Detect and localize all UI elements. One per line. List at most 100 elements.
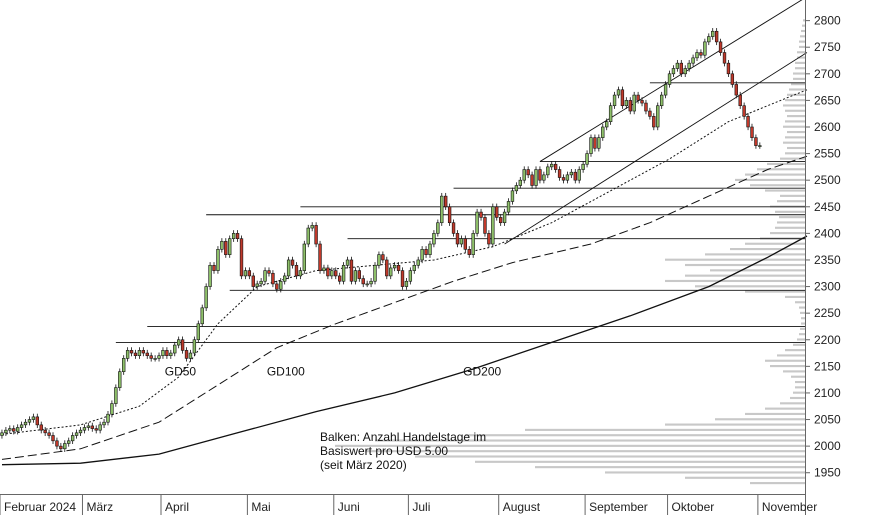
candle-up <box>432 233 436 245</box>
profile-bar <box>793 77 805 80</box>
candle-up <box>196 323 200 341</box>
candle-up <box>153 358 157 360</box>
candle-down <box>337 275 342 282</box>
candle-up <box>243 270 248 277</box>
candle-up <box>15 427 20 432</box>
candle-up <box>306 227 310 245</box>
candle-up <box>428 243 432 255</box>
ma-label-gd50: GD50 <box>165 365 197 379</box>
profile-bar <box>685 476 805 479</box>
y-tick-label: 2700 <box>814 67 841 81</box>
candle-down <box>326 267 330 277</box>
candle-up <box>471 233 475 255</box>
candle-down <box>738 94 742 107</box>
profile-bar <box>780 157 805 160</box>
candle-down <box>239 238 244 277</box>
candle-up <box>683 68 687 75</box>
profile-bar <box>757 168 805 171</box>
candle-down <box>424 249 428 255</box>
candle-up <box>671 68 676 75</box>
candle-up <box>416 259 420 266</box>
candle-up <box>286 259 291 277</box>
candle-up <box>695 52 699 59</box>
profile-bar <box>785 120 805 123</box>
candle-down <box>730 73 735 85</box>
candle-down <box>361 278 365 285</box>
axes: 1950 2000 2050 2100 2150 2200 2250 2300 2350 2400… <box>0 0 841 515</box>
candle-down <box>133 352 138 357</box>
candle-up <box>404 280 409 287</box>
x-tick-label: Juli <box>412 500 430 514</box>
candle-up <box>102 421 106 426</box>
profile-bar <box>801 29 805 33</box>
moving-averages <box>1 89 808 466</box>
profile-bar <box>795 61 805 64</box>
candle-up <box>624 100 629 107</box>
candle-up <box>169 352 173 357</box>
candle-up <box>616 89 621 96</box>
y-tick-label: 2150 <box>814 359 841 373</box>
candle-up <box>605 121 609 128</box>
candle-up <box>459 238 464 245</box>
candle-up <box>345 259 350 266</box>
candle-down <box>59 445 63 450</box>
candle-down <box>648 110 652 117</box>
y-tick-label: 2600 <box>814 120 841 134</box>
candle-down <box>43 429 47 434</box>
candle-up <box>436 222 440 234</box>
candle-up <box>310 225 314 229</box>
candle-up <box>98 424 102 431</box>
candle-up <box>4 429 8 434</box>
candle-down <box>463 238 468 250</box>
candle-down <box>487 233 491 245</box>
y-tick-label: 2800 <box>814 14 841 28</box>
candle-down <box>483 217 487 234</box>
y-tick-label: 2350 <box>814 253 841 267</box>
profile-bar <box>791 83 805 86</box>
candle-up <box>322 267 326 271</box>
profile-bar <box>730 248 805 251</box>
candle-up <box>283 275 287 282</box>
candle-down <box>451 222 456 234</box>
profile-bar <box>745 412 805 416</box>
y-tick-label: 2000 <box>814 439 841 453</box>
profile-bar <box>787 93 805 96</box>
profile-bar <box>783 141 805 144</box>
candle-up <box>259 280 263 285</box>
candle-up <box>341 264 346 282</box>
x-tick-label: November <box>762 500 817 514</box>
profile-bar <box>745 173 805 176</box>
profile-bar <box>800 327 805 330</box>
candle-up <box>510 190 515 202</box>
candle-up <box>161 350 165 357</box>
candle-up <box>711 30 715 37</box>
profile-bar <box>780 194 805 197</box>
channel-line-upper <box>539 0 803 162</box>
candle-down <box>495 206 499 218</box>
profile-bar <box>785 295 805 298</box>
profile-bar <box>775 226 805 229</box>
profile-bar <box>783 104 805 107</box>
candle-down <box>39 424 43 431</box>
profile-bar <box>765 359 805 362</box>
candle-up <box>137 350 142 357</box>
candle-up <box>534 169 538 186</box>
note-line-3: (seit März 2020) <box>320 458 407 472</box>
candle-up <box>330 270 334 277</box>
candle-down <box>184 350 189 359</box>
profile-bar <box>790 396 805 400</box>
profile-bar <box>793 343 805 346</box>
candle-up <box>392 264 397 269</box>
profile-bar <box>475 460 805 463</box>
candle-up <box>255 283 259 287</box>
candle-up <box>581 163 585 170</box>
candle-down <box>55 440 59 447</box>
x-tick-label: April <box>165 500 189 514</box>
candle-up <box>118 371 122 388</box>
candle-up <box>601 126 605 138</box>
profile-bar <box>767 162 805 166</box>
profile-bar <box>799 306 805 309</box>
x-tick-label: Oktober <box>672 500 715 514</box>
profile-bar <box>800 311 805 314</box>
profile-bar <box>415 455 805 458</box>
